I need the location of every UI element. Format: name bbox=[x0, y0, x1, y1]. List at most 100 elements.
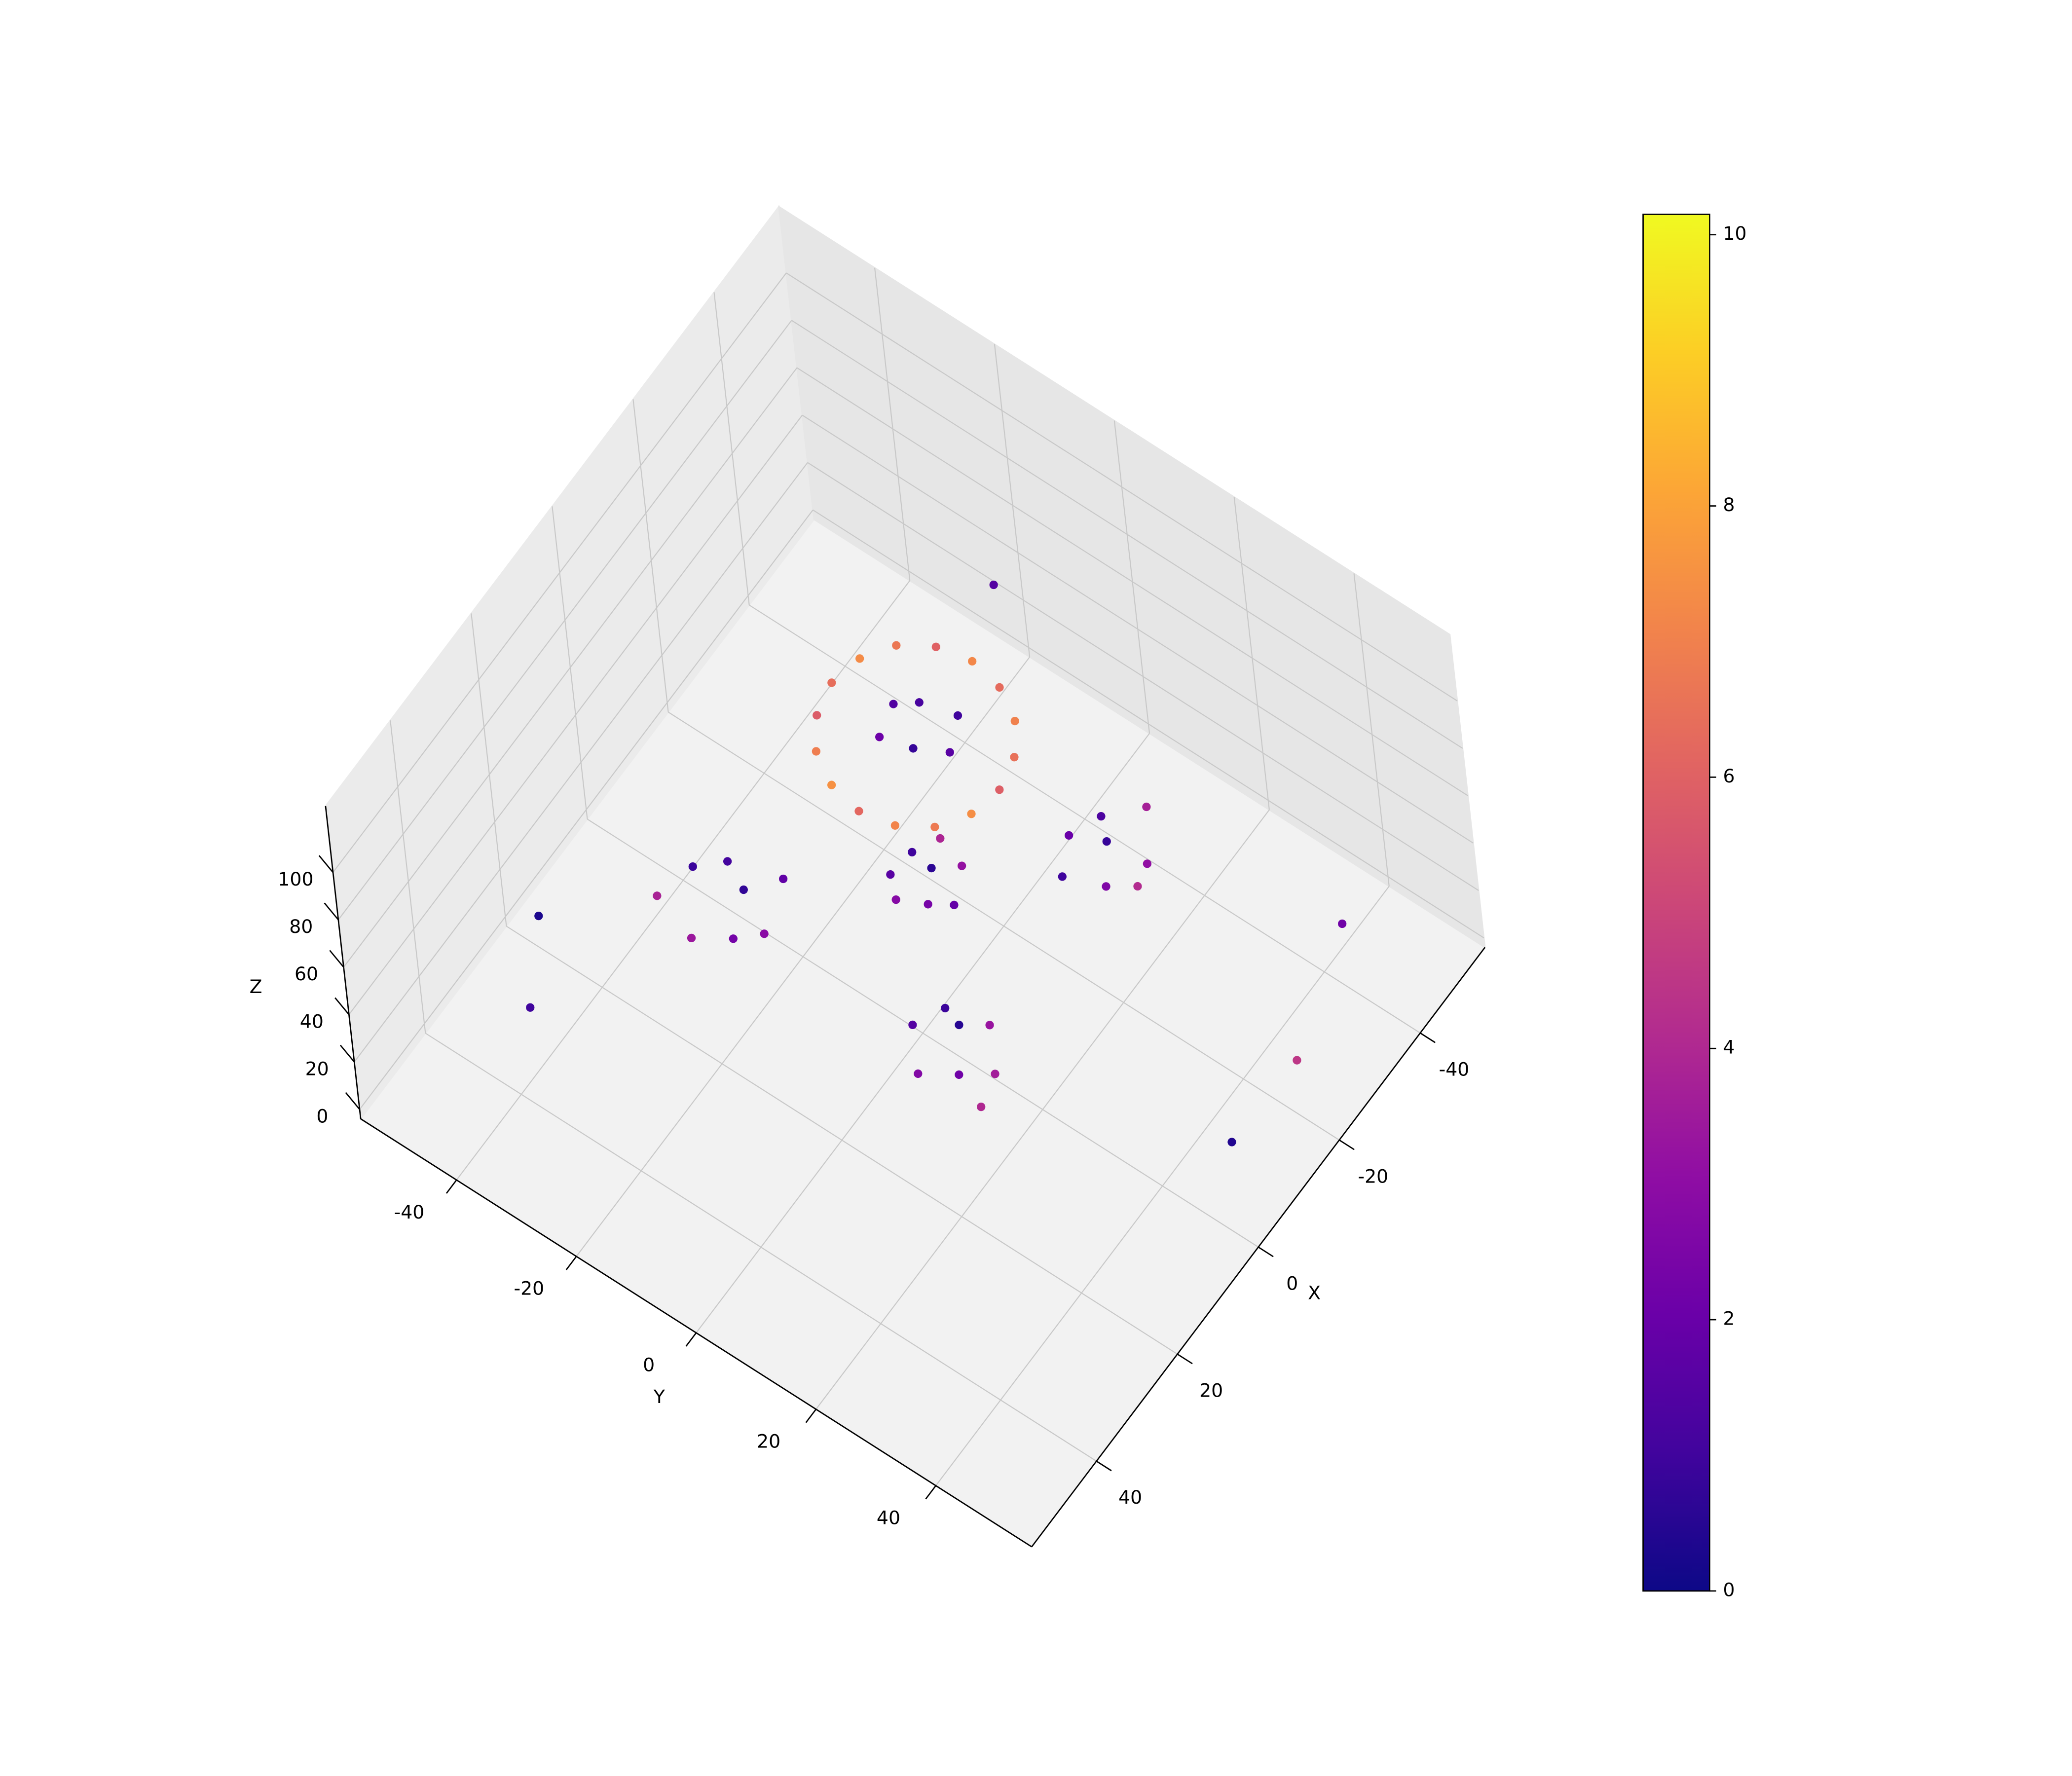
grid-line bbox=[348, 414, 803, 1015]
panes bbox=[325, 205, 1486, 1548]
grid-line bbox=[333, 272, 787, 873]
point bbox=[526, 1003, 535, 1012]
grid-line bbox=[813, 509, 1484, 939]
z-tick-label: 60 bbox=[295, 963, 318, 985]
z-tick bbox=[329, 950, 344, 968]
z-tick bbox=[334, 997, 350, 1015]
x-tick-label: -20 bbox=[1358, 1165, 1389, 1187]
point bbox=[930, 822, 939, 832]
x-tick bbox=[1258, 1246, 1274, 1258]
point bbox=[813, 711, 821, 720]
point bbox=[936, 834, 945, 843]
point bbox=[891, 895, 900, 904]
point bbox=[1338, 919, 1347, 928]
point bbox=[908, 1020, 917, 1030]
colorbar-tick-label: 8 bbox=[1723, 494, 1735, 516]
point bbox=[1227, 1138, 1236, 1147]
point bbox=[991, 1070, 999, 1078]
point bbox=[889, 700, 898, 708]
point bbox=[1102, 837, 1111, 846]
colorbar-tick-label: 10 bbox=[1723, 222, 1747, 244]
point bbox=[739, 885, 748, 894]
point bbox=[909, 744, 918, 753]
y-tick bbox=[925, 1485, 937, 1500]
grid-line bbox=[390, 720, 426, 1034]
grid-line bbox=[807, 462, 1479, 891]
x-tick bbox=[1339, 1139, 1355, 1150]
y-tick-label: 40 bbox=[877, 1507, 900, 1528]
grid-line bbox=[552, 506, 588, 819]
point bbox=[687, 933, 696, 942]
point bbox=[995, 683, 1004, 692]
z-tick bbox=[324, 902, 339, 921]
point bbox=[760, 929, 769, 938]
point bbox=[1102, 882, 1110, 891]
z-tick bbox=[345, 1092, 361, 1110]
point bbox=[1010, 753, 1019, 762]
z-tick-label: 0 bbox=[316, 1105, 328, 1127]
y-tick-label: -40 bbox=[394, 1201, 425, 1223]
point bbox=[778, 874, 788, 884]
colorbar-tick-label: 0 bbox=[1723, 1579, 1735, 1600]
z-tick-label: 40 bbox=[300, 1010, 324, 1032]
y-tick bbox=[685, 1332, 697, 1347]
grid-line bbox=[576, 657, 1031, 1257]
grid-line bbox=[471, 613, 507, 926]
point bbox=[854, 807, 863, 815]
point bbox=[977, 1103, 986, 1111]
x-axis-line bbox=[1031, 947, 1486, 1548]
point bbox=[915, 698, 924, 707]
grid-line bbox=[796, 367, 1469, 796]
grid-line bbox=[935, 886, 1390, 1486]
y-tick bbox=[565, 1256, 577, 1270]
point bbox=[914, 1069, 923, 1078]
z-tick-label: 100 bbox=[278, 868, 313, 890]
point bbox=[967, 810, 976, 818]
point bbox=[890, 821, 899, 830]
z-tick-label: 80 bbox=[289, 916, 313, 937]
point bbox=[812, 747, 821, 756]
grid-line bbox=[343, 367, 798, 968]
point bbox=[927, 863, 936, 873]
grid-line bbox=[713, 292, 750, 605]
point bbox=[1142, 802, 1151, 812]
z-axis-line bbox=[325, 806, 362, 1119]
point bbox=[688, 862, 697, 871]
point bbox=[995, 785, 1004, 794]
point bbox=[941, 1003, 950, 1013]
point bbox=[1058, 872, 1067, 881]
y-axis-label: Y bbox=[653, 1386, 666, 1407]
point bbox=[1293, 1056, 1301, 1065]
z-axis-label: Z bbox=[250, 976, 262, 998]
point bbox=[827, 780, 836, 789]
point bbox=[886, 870, 895, 879]
point bbox=[1065, 831, 1073, 840]
grid-line bbox=[359, 510, 814, 1110]
grid-line bbox=[696, 733, 1150, 1333]
grid-line bbox=[1353, 573, 1390, 887]
x-axis-label: X bbox=[1308, 1282, 1321, 1304]
point bbox=[955, 1020, 963, 1030]
point bbox=[827, 678, 836, 687]
x-tick-label: 40 bbox=[1118, 1486, 1142, 1508]
z-tick-label: 20 bbox=[305, 1058, 329, 1079]
grid-line bbox=[1233, 497, 1270, 810]
point bbox=[1010, 716, 1019, 726]
y-tick-label: 0 bbox=[643, 1354, 655, 1376]
grid-line bbox=[786, 272, 1458, 702]
point bbox=[1143, 859, 1152, 868]
z-tick bbox=[318, 855, 334, 873]
grid-line bbox=[994, 344, 1031, 657]
grid-line bbox=[802, 414, 1474, 844]
point bbox=[908, 848, 917, 857]
grid-line bbox=[874, 267, 911, 581]
grid-line bbox=[1113, 420, 1150, 734]
y-tick bbox=[445, 1180, 457, 1194]
grid-line bbox=[337, 320, 792, 921]
point bbox=[892, 641, 901, 650]
grid-line bbox=[632, 399, 669, 712]
point bbox=[950, 900, 959, 910]
point bbox=[653, 891, 662, 900]
point bbox=[729, 934, 738, 943]
